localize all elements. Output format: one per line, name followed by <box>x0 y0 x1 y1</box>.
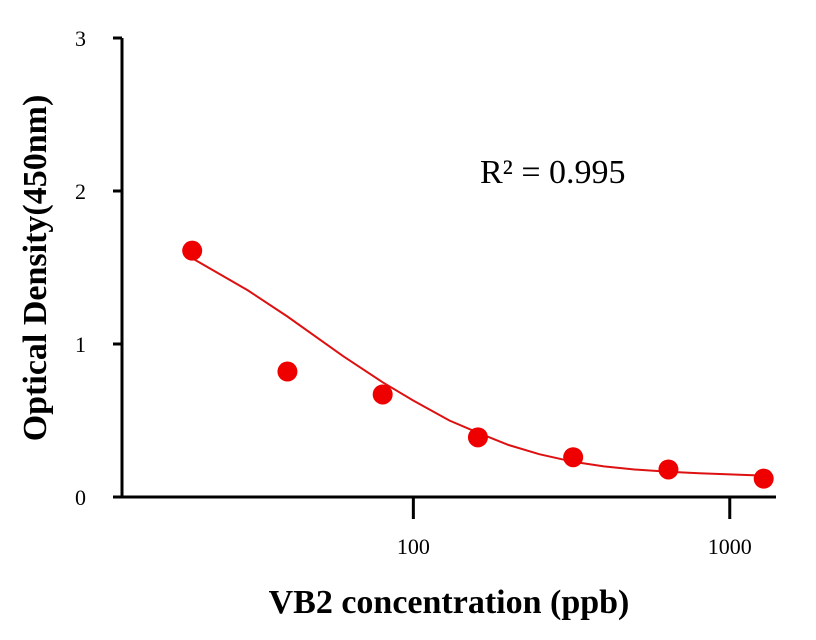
x-tick-label-1000: 1000 <box>708 534 752 559</box>
axes <box>120 38 776 499</box>
fit-curve <box>191 257 764 477</box>
y-tick-label-0: 0 <box>75 485 86 510</box>
data-point-80 <box>372 384 393 405</box>
data-point-1280 <box>753 468 774 489</box>
tick-marks <box>113 36 732 519</box>
data-point-40 <box>277 361 298 382</box>
y-tick-label-3: 3 <box>75 26 86 51</box>
y-axis-title: Optical Density(450nm) <box>17 95 54 442</box>
data-point-640 <box>658 459 679 480</box>
y-tick-label-1: 1 <box>75 332 86 357</box>
y-tick-label-2: 2 <box>75 179 86 204</box>
tick-labels: 0 1 2 3 100 1000 <box>75 26 752 559</box>
r-squared-annotation: R² = 0.995 <box>480 154 626 191</box>
data-point-160 <box>467 427 488 448</box>
x-tick-label-100: 100 <box>397 534 430 559</box>
data-point-20 <box>182 240 203 261</box>
data-points <box>182 240 774 489</box>
x-axis-title: VB2 concentration (ppb) <box>269 584 630 621</box>
data-point-320 <box>563 447 584 468</box>
